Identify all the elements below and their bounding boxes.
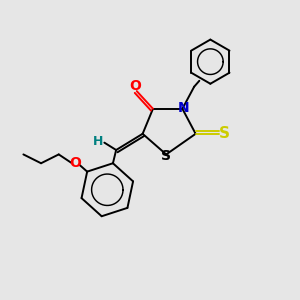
Text: N: N — [178, 101, 189, 115]
Text: H: H — [93, 135, 104, 148]
Text: O: O — [129, 79, 141, 93]
Text: S: S — [161, 149, 171, 163]
Text: S: S — [219, 126, 230, 141]
Text: O: O — [69, 156, 81, 170]
